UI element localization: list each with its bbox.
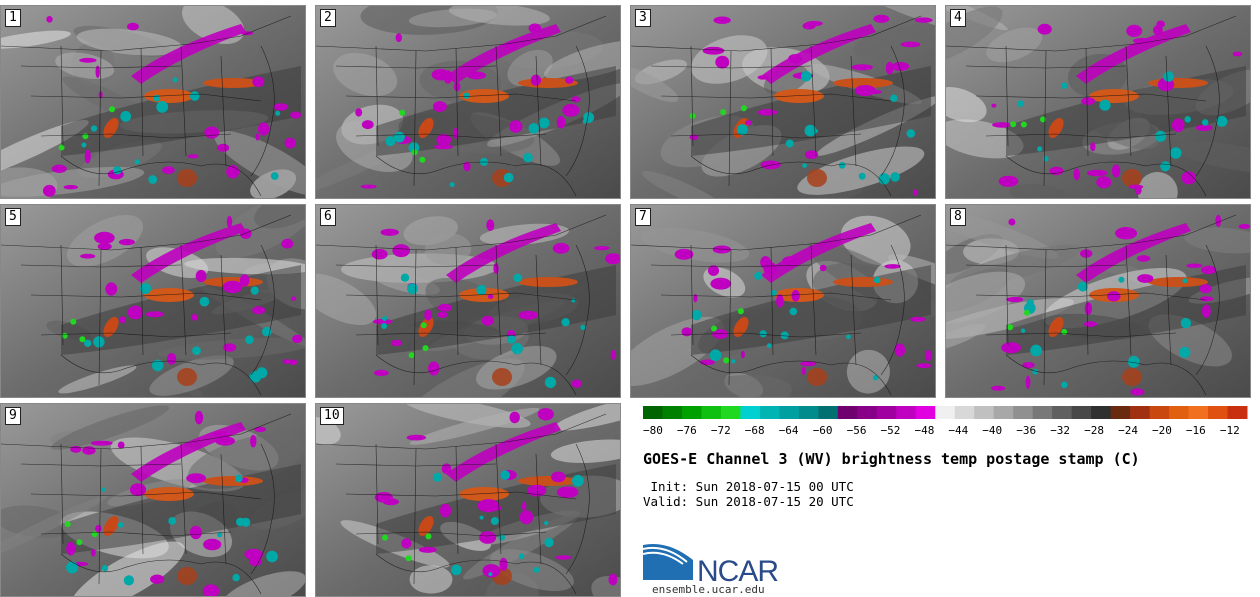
colorbar-segment	[818, 406, 839, 419]
colorbar-tick-label: −80	[643, 424, 663, 437]
colorbar-segment	[779, 406, 800, 419]
panel-number-label: 2	[320, 9, 336, 27]
colorbar-tick-label: −48	[915, 424, 935, 437]
map-panel: 2	[315, 5, 621, 199]
map-panel: 1	[0, 5, 306, 199]
map-panel: 5	[0, 204, 306, 398]
colorbar-segment	[857, 406, 878, 419]
colorbar-segment	[720, 406, 741, 419]
panel-number-label: 6	[320, 208, 336, 226]
colorbar-tick-label: −24	[1118, 424, 1138, 437]
colorbar-segment	[876, 406, 897, 419]
panel-number-label: 7	[635, 208, 651, 226]
colorbar-segment	[1052, 406, 1073, 419]
panel-number-label: 3	[635, 9, 651, 27]
ncar-logo-text: NCAR	[697, 555, 779, 588]
colorbar-segment	[1130, 406, 1151, 419]
figure-title: GOES-E Channel 3 (WV) brightness temp po…	[643, 450, 1140, 468]
colorbar-segment	[837, 406, 858, 419]
colorbar-tick-label: −56	[847, 424, 867, 437]
colorbar-segment	[993, 406, 1014, 419]
colorbar-segment	[643, 406, 663, 419]
colorbar-tick-label: −12	[1220, 424, 1240, 437]
colorbar-segment	[1110, 406, 1131, 419]
valid-time: Valid: Sun 2018-07-15 20 UTC	[643, 494, 854, 509]
map-panel: 8	[945, 204, 1251, 398]
init-time: Init: Sun 2018-07-15 00 UTC	[643, 479, 854, 494]
time-info: Init: Sun 2018-07-15 00 UTC Valid: Sun 2…	[643, 479, 854, 509]
colorbar-segment	[1032, 406, 1053, 419]
colorbar-segment	[662, 406, 683, 419]
colorbar-tick-label: −52	[881, 424, 901, 437]
colorbar-tick-label: −60	[813, 424, 833, 437]
colorbar-segment	[681, 406, 702, 419]
colorbar-segment	[1013, 406, 1034, 419]
panel-number-label: 10	[320, 407, 344, 425]
colorbar-tick-label: −36	[1016, 424, 1036, 437]
panel-number-label: 1	[5, 9, 21, 27]
colorbar-tick-label: −72	[711, 424, 731, 437]
colorbar-tick-label: −76	[677, 424, 697, 437]
colorbar-tick-label: −16	[1186, 424, 1206, 437]
map-panel: 9	[0, 403, 306, 597]
colorbar-segment	[798, 406, 819, 419]
colorbar-segment	[1091, 406, 1112, 419]
colorbar-tick-label: −44	[948, 424, 968, 437]
colorbar-tick-label: −28	[1084, 424, 1104, 437]
panel-number-label: 9	[5, 407, 21, 425]
map-panel: 4	[945, 5, 1251, 199]
map-panel: 6	[315, 204, 621, 398]
panel-number-label: 8	[950, 208, 966, 226]
colorbar-segment	[954, 406, 975, 419]
ncar-logo	[643, 544, 693, 580]
panel-number-label: 5	[5, 208, 21, 226]
colorbar-segment	[740, 406, 761, 419]
map-panel: 10	[315, 403, 621, 597]
map-panel: 7	[630, 204, 936, 398]
colorbar-segment	[1071, 406, 1092, 419]
colorbar-tick-label: −40	[982, 424, 1002, 437]
colorbar-segment	[1149, 406, 1170, 419]
colorbar-segment	[1208, 406, 1229, 419]
site-url: ensemble.ucar.edu	[652, 583, 765, 596]
colorbar-segment	[1188, 406, 1209, 419]
colorbar-segment	[974, 406, 995, 419]
colorbar-segment	[701, 406, 722, 419]
colorbar-segment	[759, 406, 780, 419]
colorbar-segment	[935, 406, 956, 419]
map-panel: 3	[630, 5, 936, 199]
colorbar-segment	[915, 406, 936, 419]
colorbar-tick-label: −64	[779, 424, 799, 437]
colorbar-segment	[896, 406, 917, 419]
colorbar-segment	[1227, 406, 1248, 419]
panel-number-label: 4	[950, 9, 966, 27]
colorbar-tick-label: −32	[1050, 424, 1070, 437]
colorbar-tick-label: −68	[745, 424, 765, 437]
colorbar: −80 −76 −72 −68 −64 −60 −56 −52 −48 −44 −40 −36 −32 −…	[643, 406, 1248, 437]
colorbar-segment	[1169, 406, 1190, 419]
colorbar-tick-label: −20	[1152, 424, 1172, 437]
